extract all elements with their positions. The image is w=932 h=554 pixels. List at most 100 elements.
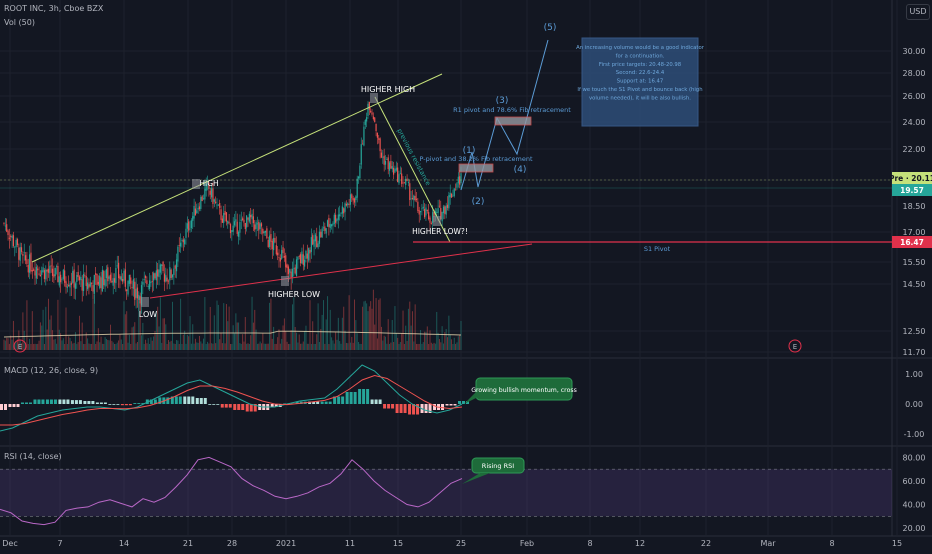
y-tick-label: 11.70	[903, 348, 926, 357]
volume-bar	[360, 343, 362, 350]
y-tick-label: 26.00	[903, 92, 926, 101]
volume-bar	[200, 341, 202, 350]
volume-bar	[308, 343, 310, 350]
y-tick-label: 17.00	[903, 228, 926, 237]
volume-bar	[333, 343, 335, 350]
candle	[301, 251, 303, 264]
volume-bar	[149, 343, 151, 350]
candle	[61, 279, 63, 281]
macd-histogram-bar	[416, 404, 420, 415]
candle	[51, 268, 54, 276]
x-tick-label: Dec	[2, 539, 17, 548]
volume-bar	[348, 295, 350, 350]
macd-histogram-bar	[295, 401, 299, 404]
candle	[213, 199, 215, 202]
volume-bar	[205, 343, 207, 350]
candle	[364, 119, 366, 125]
candle	[95, 273, 97, 275]
macd-histogram-bar	[274, 404, 278, 407]
rsi-y-tick: 80.00	[903, 453, 926, 462]
volume-bar	[37, 343, 39, 350]
x-tick-label: 25	[456, 539, 466, 548]
volume-bar	[240, 343, 242, 350]
volume-bar	[227, 321, 229, 350]
candle	[148, 280, 151, 289]
volume-bar	[31, 311, 33, 350]
volume-bar	[383, 335, 385, 350]
macd-histogram-bar	[224, 404, 228, 408]
candle	[69, 283, 71, 288]
wave-1-label: (1)	[463, 146, 476, 156]
volume-bar	[449, 334, 451, 350]
volume-bar	[379, 298, 381, 350]
macd-histogram-bar	[283, 403, 287, 405]
volume-bar	[401, 333, 403, 350]
candle	[314, 234, 317, 242]
candle	[235, 219, 237, 222]
volume-bar	[389, 343, 391, 350]
r1-pivot-label: R1 pivot and 78.6% Fib retracement	[453, 106, 571, 114]
candle	[57, 266, 59, 283]
volume-bar	[321, 314, 323, 350]
volume-bar	[89, 344, 91, 350]
volume-bar	[8, 343, 10, 350]
macd-histogram-bar	[95, 402, 99, 404]
macd-histogram-bar	[374, 399, 378, 404]
macd-histogram-bar	[258, 404, 262, 410]
currency-button[interactable]: USD	[906, 4, 930, 20]
volume-bar	[203, 338, 205, 350]
candle	[68, 284, 70, 287]
volume-bar	[64, 343, 66, 350]
volume-bar	[390, 342, 392, 350]
macd-legend[interactable]: MACD (12, 26, close, 9)	[4, 366, 99, 375]
candle	[113, 278, 116, 283]
candle	[43, 270, 46, 279]
volume-bar	[58, 329, 60, 350]
pivot-marker	[370, 93, 378, 103]
volume-bar	[215, 343, 217, 350]
volume-bar	[372, 289, 374, 350]
macd-histogram-bar	[453, 404, 457, 406]
macd-callout-pointer	[464, 392, 480, 404]
candle	[384, 160, 387, 165]
pivot-marker	[192, 179, 200, 189]
volume-bar	[445, 329, 447, 350]
candle	[460, 173, 462, 184]
volume-bar	[26, 300, 28, 350]
candle	[432, 212, 434, 224]
macd-histogram-bar	[153, 399, 157, 404]
volume-bar	[335, 332, 337, 350]
symbol-title[interactable]: ROOT INC, 3h, Cboe BZX	[4, 4, 104, 13]
volume-bar	[127, 342, 129, 350]
volume-bar	[198, 335, 200, 350]
volume-bar	[154, 331, 156, 350]
candle	[229, 224, 232, 234]
volume-bar	[363, 301, 365, 350]
volume-bar	[329, 309, 331, 350]
candle	[263, 231, 265, 234]
y-tick-label: 28.00	[903, 69, 926, 78]
candle	[80, 276, 82, 281]
volume-bar	[207, 341, 209, 350]
volume-bar	[170, 340, 172, 350]
candle	[318, 231, 321, 244]
rsi-legend[interactable]: RSI (14, close)	[4, 452, 62, 461]
macd-histogram-bar	[141, 403, 145, 404]
macd-histogram-bar	[312, 401, 316, 404]
macd-line	[0, 364, 463, 432]
volume-bar	[85, 332, 87, 350]
candle	[193, 205, 195, 219]
macd-y-tick: -1.00	[904, 430, 925, 439]
candle	[103, 271, 105, 286]
candle	[388, 162, 391, 171]
volume-bar	[398, 343, 400, 350]
candle	[428, 212, 430, 220]
volume-bar	[96, 341, 98, 350]
rsi-line	[0, 456, 463, 526]
candle	[405, 178, 407, 186]
volume-bar	[147, 338, 149, 350]
volume-legend[interactable]: Vol (50)	[4, 18, 35, 27]
candle	[304, 259, 306, 267]
volume-bar	[34, 343, 36, 350]
macd-histogram-bar	[228, 404, 232, 408]
